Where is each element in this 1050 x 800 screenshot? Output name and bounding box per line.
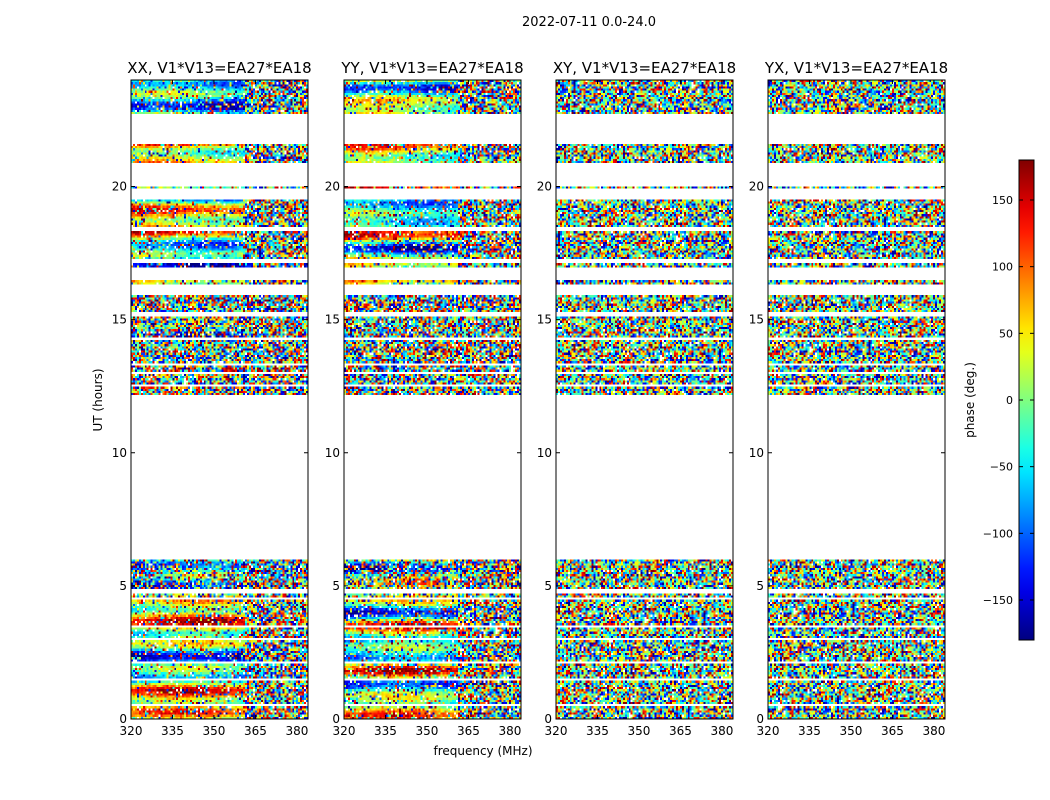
y-tick-label: 20	[325, 180, 340, 194]
x-tick-label: 350	[840, 724, 863, 738]
y-tick-label: 0	[756, 712, 764, 726]
y-tick-label: 0	[544, 712, 552, 726]
x-tick-label: 380	[710, 724, 733, 738]
x-tick-label: 365	[244, 724, 267, 738]
panel-xx: XX, V1*V13=EA27*EA18 320 335 350 365 380 0 5 10 1…	[112, 59, 312, 738]
colorbar-tick-label: 150	[992, 194, 1013, 207]
y-tick-label: 5	[332, 579, 340, 593]
x-tick-label: 350	[203, 724, 226, 738]
heatmap-image	[131, 80, 308, 719]
panel-title: YX, V1*V13=EA27*EA18	[764, 59, 948, 77]
y-tick-label: 10	[749, 446, 764, 460]
panel-title: XX, V1*V13=EA27*EA18	[127, 59, 311, 77]
x-tick-label: 350	[416, 724, 439, 738]
heatmap-image	[768, 80, 945, 719]
colorbar-tick-label: 50	[999, 327, 1013, 340]
y-tick-label: 20	[537, 180, 552, 194]
x-tick-label: 365	[457, 724, 480, 738]
y-tick-label: 10	[112, 446, 127, 460]
y-tick-label: 5	[544, 579, 552, 593]
x-axis-label: frequency (MHz)	[433, 744, 532, 758]
y-tick-label: 0	[332, 712, 340, 726]
colorbar-label: phase (deg.)	[963, 362, 977, 438]
axes-frame	[555, 79, 734, 720]
colorbar-tick-label: 0	[1006, 394, 1013, 407]
panel-xy: XY, V1*V13=EA27*EA18 320 335 350 365 380 0 5 10 1…	[537, 59, 736, 738]
x-tick-label: 335	[586, 724, 609, 738]
y-tick-label: 5	[119, 579, 127, 593]
y-tick-label: 15	[537, 313, 552, 327]
heatmap-image	[344, 80, 521, 719]
colorbar-tick-label: −150	[983, 594, 1013, 607]
x-tick-label: 365	[669, 724, 692, 738]
panel-yy: YY, V1*V13=EA27*EA18 320 335 350 365 380 0 5 10 1…	[325, 59, 524, 738]
axes-frame	[343, 79, 522, 720]
y-tick-label: 15	[749, 313, 764, 327]
y-tick-label: 20	[112, 180, 127, 194]
x-tick-label: 320	[120, 724, 143, 738]
y-tick-label: 20	[749, 180, 764, 194]
colorbar-tick-label: −50	[990, 461, 1013, 474]
y-tick-label: 15	[112, 313, 127, 327]
heatmap-image	[556, 80, 733, 719]
x-tick-label: 320	[333, 724, 356, 738]
x-tick-label: 335	[161, 724, 184, 738]
x-tick-label: 320	[545, 724, 568, 738]
axes-frame	[767, 79, 946, 720]
x-tick-label: 380	[922, 724, 945, 738]
axes-frame	[130, 79, 309, 720]
x-tick-label: 380	[498, 724, 521, 738]
x-tick-label: 380	[285, 724, 308, 738]
y-tick-label: 10	[537, 446, 552, 460]
y-tick-label: 0	[119, 712, 127, 726]
x-tick-label: 335	[374, 724, 397, 738]
x-tick-label: 365	[881, 724, 904, 738]
suptitle: 2022-07-11 0.0-24.0	[522, 15, 656, 30]
x-tick-label: 350	[628, 724, 651, 738]
panel-title: YY, V1*V13=EA27*EA18	[340, 59, 523, 77]
colorbar-gradient	[1019, 160, 1034, 640]
x-tick-label: 335	[798, 724, 821, 738]
y-tick-label: 15	[325, 313, 340, 327]
y-tick-label: 5	[756, 579, 764, 593]
panel-title: XY, V1*V13=EA27*EA18	[553, 59, 736, 77]
y-axis-label: UT (hours)	[91, 368, 105, 431]
colorbar: 150 100 50 0 −50 −100 −150	[983, 159, 1035, 641]
y-tick-label: 10	[325, 446, 340, 460]
colorbar-tick-label: 100	[992, 261, 1013, 274]
panel-yx: YX, V1*V13=EA27*EA18 320 335 350 365 380 0 5 10 1…	[749, 59, 948, 738]
colorbar-tick-label: −100	[983, 527, 1013, 540]
x-tick-label: 320	[757, 724, 780, 738]
